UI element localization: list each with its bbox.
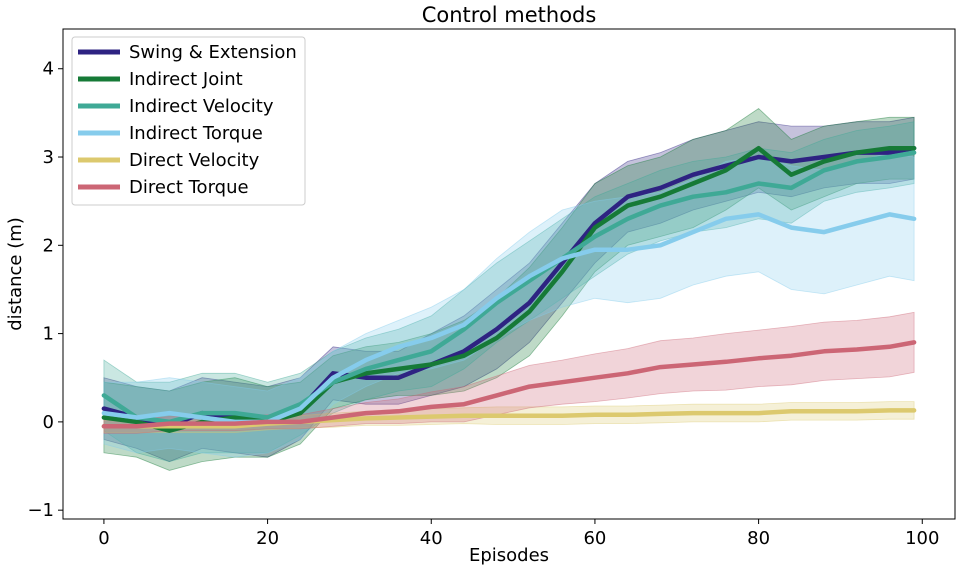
x-axis-label: Episodes (469, 545, 549, 566)
y-tick-label: 4 (43, 59, 54, 80)
legend-label-indirect-velocity: Indirect Velocity (129, 96, 274, 117)
legend-label-direct-torque: Direct Torque (129, 177, 249, 198)
legend: Swing & Extension Indirect Joint Indirect … (71, 36, 306, 206)
x-axis: 0 20 40 60 80 100 (98, 519, 939, 549)
legend-label-indirect-joint: Indirect Joint (129, 69, 243, 90)
x-tick-label: 40 (420, 528, 443, 549)
series-line-indirect-velocity (101, 150, 917, 425)
x-tick-label: 0 (98, 528, 109, 549)
legend-label-indirect-torque: Indirect Torque (129, 123, 263, 144)
y-tick-label: −1 (27, 500, 54, 521)
plot-area (101, 107, 917, 471)
y-tick-label: 0 (43, 412, 54, 433)
y-tick-label: 1 (43, 324, 54, 345)
legend-box (71, 36, 306, 206)
x-tick-label: 20 (256, 528, 279, 549)
legend-label-direct-velocity: Direct Velocity (129, 150, 260, 171)
y-axis: −1 0 1 2 3 4 (27, 59, 63, 521)
band-direct-torque (103, 311, 915, 434)
x-tick-label: 60 (583, 528, 606, 549)
series-line-indirect-joint (101, 145, 917, 433)
chart-title: Control methods (422, 3, 597, 27)
x-tick-label: 100 (905, 528, 939, 549)
band-indirect-torque (103, 152, 915, 458)
series-line-direct-torque (101, 340, 917, 429)
y-axis-label: distance (m) (5, 217, 26, 331)
legend-label-swing-extension: Swing & Extension (129, 42, 297, 63)
series-line-direct-velocity (101, 408, 917, 429)
plot-frame (62, 28, 956, 520)
y-tick-label: 3 (43, 147, 54, 168)
y-tick-label: 2 (43, 235, 54, 256)
x-tick-label: 80 (747, 528, 770, 549)
